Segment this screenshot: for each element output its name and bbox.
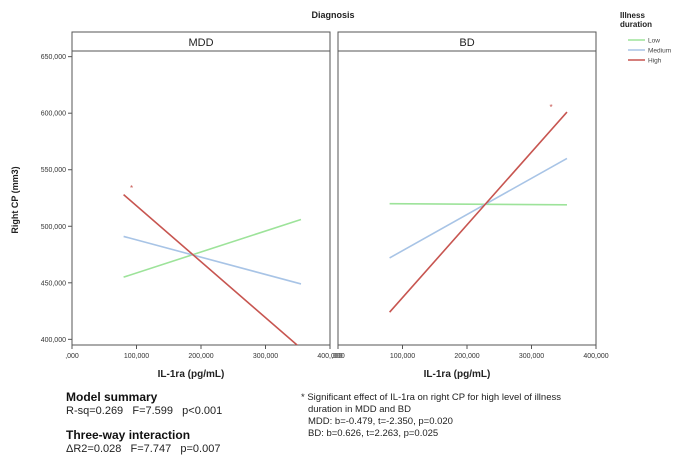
significance-note: * Significant effect of IL-1ra on right … bbox=[301, 392, 641, 440]
panel-title-bd: BD bbox=[459, 37, 474, 49]
significance-marker: * bbox=[550, 103, 553, 112]
significance-marker: * bbox=[130, 184, 133, 193]
series-line-medium bbox=[123, 235, 302, 285]
model-summary-title: Model summary bbox=[66, 390, 158, 404]
panels-group: MDD ,000 100,000 200,000 300,000 400,000 IL-1r… bbox=[41, 31, 609, 380]
y-tick-label: 450,000 bbox=[41, 280, 66, 287]
x-tick-label: 400,000 bbox=[583, 353, 608, 360]
legend-label-low: Low bbox=[648, 38, 660, 45]
panel-title-mdd: MDD bbox=[188, 37, 213, 49]
y-tick-label: 400,000 bbox=[41, 337, 66, 344]
x-tick-label: 100,000 bbox=[124, 353, 149, 360]
model-summary: Model summary R-sq=0.269 F=7.599 p<0.001 bbox=[66, 390, 222, 417]
legend-title-line-1: Illness bbox=[620, 11, 645, 20]
interaction-stats: ΔR2=0.028 F=7.747 p=0.007 bbox=[66, 443, 221, 455]
x-tick-label: 400,000 bbox=[317, 353, 342, 360]
plot-area-mdd bbox=[71, 50, 331, 346]
series-line-medium bbox=[389, 157, 568, 259]
three-way-interaction: Three-way interaction ΔR2=0.028 F=7.747 … bbox=[66, 428, 220, 455]
note-mdd: MDD: b=-0.479, t=-2.350, p=0.020 bbox=[308, 416, 453, 427]
y-tick-label: 650,000 bbox=[41, 54, 66, 61]
x-tick-label: ,000 bbox=[65, 353, 79, 360]
y-tick-label: 500,000 bbox=[41, 224, 66, 231]
note-bd: BD: b=0.626, t=2.263, p=0.025 bbox=[308, 428, 439, 439]
interaction-title: Three-way interaction bbox=[66, 428, 191, 442]
legend-label-high: High bbox=[648, 58, 662, 65]
legend-label-medium: Medium bbox=[648, 48, 671, 55]
model-summary-stats: R-sq=0.269 F=7.599 p<0.001 bbox=[66, 405, 223, 417]
x-tick-label: 300,000 bbox=[519, 353, 544, 360]
y-axis-label: Right CP (mm3) bbox=[10, 166, 20, 233]
note-line-2: duration in MDD and BD bbox=[308, 404, 411, 415]
note-line-1: * Significant effect of IL-1ra on right … bbox=[301, 392, 561, 403]
x-axis-label: IL-1ra (pg/mL) bbox=[158, 369, 225, 380]
x-tick-label: 200,000 bbox=[454, 353, 479, 360]
plot-area-bd bbox=[337, 50, 597, 346]
series-line-low bbox=[123, 218, 302, 278]
x-tick-label: 200,000 bbox=[188, 353, 213, 360]
x-tick-label: 100,000 bbox=[390, 353, 415, 360]
series-line-low bbox=[389, 202, 567, 206]
chart-title: Diagnosis bbox=[311, 10, 354, 20]
series-line-high bbox=[123, 194, 299, 345]
legend-title-line-2: duration bbox=[620, 20, 652, 29]
y-tick-label: 600,000 bbox=[41, 111, 66, 118]
x-tick-label: ,000 bbox=[331, 353, 345, 360]
series-line-high bbox=[389, 111, 568, 313]
x-tick-label: 300,000 bbox=[253, 353, 278, 360]
y-tick-label: 550,000 bbox=[41, 167, 66, 174]
x-axis-label: IL-1ra (pg/mL) bbox=[424, 369, 491, 380]
